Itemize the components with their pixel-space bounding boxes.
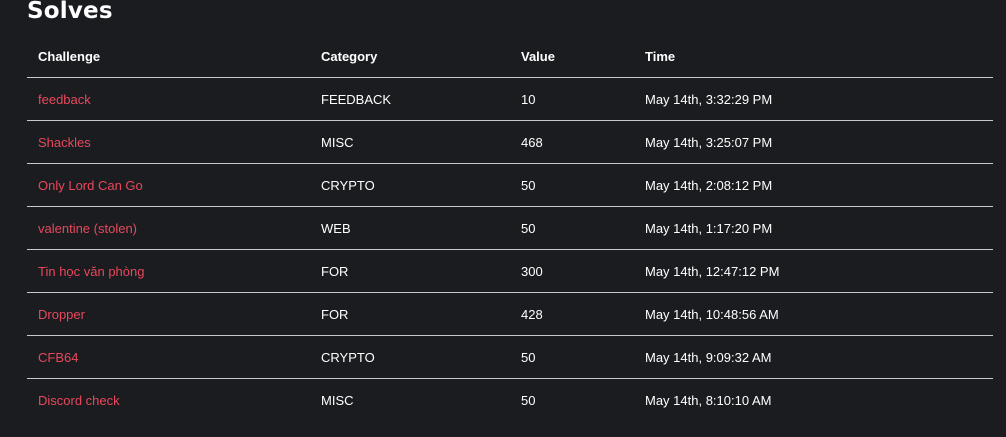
table-row: Tin học văn phòng FOR 300 May 14th, 12:4… — [27, 249, 993, 293]
table-row: feedback FEEDBACK 10 May 14th, 3:32:29 P… — [27, 77, 993, 121]
time-cell: May 14th, 9:09:32 AM — [634, 335, 993, 379]
header-time: Time — [634, 35, 993, 78]
table-row: Only Lord Can Go CRYPTO 50 May 14th, 2:0… — [27, 163, 993, 207]
value-cell: 468 — [510, 120, 634, 164]
category-cell: CRYPTO — [310, 335, 510, 379]
value-cell: 50 — [510, 163, 634, 207]
header-challenge: Challenge — [27, 35, 310, 78]
category-cell: FOR — [310, 249, 510, 293]
table-row: Dropper FOR 428 May 14th, 10:48:56 AM — [27, 292, 993, 336]
value-cell: 50 — [510, 335, 634, 379]
value-cell: 428 — [510, 292, 634, 336]
category-cell: FOR — [310, 292, 510, 336]
challenge-link[interactable]: Discord check — [38, 392, 120, 408]
table-header: Challenge Category Value Time — [27, 35, 993, 78]
header-value: Value — [510, 35, 634, 78]
header-row: Challenge Category Value Time — [27, 35, 993, 78]
challenge-link[interactable]: feedback — [27, 77, 310, 121]
value-cell: 50 — [521, 392, 536, 408]
category-cell: CRYPTO — [310, 163, 510, 207]
challenge-link[interactable]: Dropper — [27, 292, 310, 336]
table-row: Shackles MISC 468 May 14th, 3:25:07 PM — [27, 120, 993, 164]
time-cell: May 14th, 3:32:29 PM — [634, 77, 993, 121]
solves-table: Challenge Category Value Time feedback F… — [27, 35, 993, 421]
table-row: CFB64 CRYPTO 50 May 14th, 9:09:32 AM — [27, 335, 993, 379]
value-cell: 10 — [510, 77, 634, 121]
category-cell: MISC — [321, 392, 354, 408]
table-body: feedback FEEDBACK 10 May 14th, 3:32:29 P… — [27, 77, 993, 422]
challenge-link[interactable]: Shackles — [27, 120, 310, 164]
value-cell: 50 — [510, 206, 634, 250]
time-cell: May 14th, 2:08:12 PM — [634, 163, 993, 207]
time-cell: May 14th, 8:10:10 AM — [645, 392, 772, 408]
challenge-link[interactable]: Only Lord Can Go — [27, 163, 310, 207]
challenge-link[interactable]: valentine (stolen) — [27, 206, 310, 250]
challenge-link[interactable]: Tin học văn phòng — [27, 249, 310, 293]
time-cell: May 14th, 10:48:56 AM — [634, 292, 993, 336]
table-row: valentine (stolen) WEB 50 May 14th, 1:17… — [27, 206, 993, 250]
category-cell: MISC — [310, 120, 510, 164]
table-row: Discord check MISC 50 May 14th, 8:10:10 … — [27, 379, 993, 422]
page-title: Solves — [27, 0, 113, 24]
time-cell: May 14th, 12:47:12 PM — [634, 249, 993, 293]
category-cell: WEB — [310, 206, 510, 250]
challenge-link[interactable]: CFB64 — [27, 335, 310, 379]
time-cell: May 14th, 1:17:20 PM — [634, 206, 993, 250]
time-cell: May 14th, 3:25:07 PM — [634, 120, 993, 164]
header-category: Category — [310, 35, 510, 78]
value-cell: 300 — [510, 249, 634, 293]
category-cell: FEEDBACK — [310, 77, 510, 121]
